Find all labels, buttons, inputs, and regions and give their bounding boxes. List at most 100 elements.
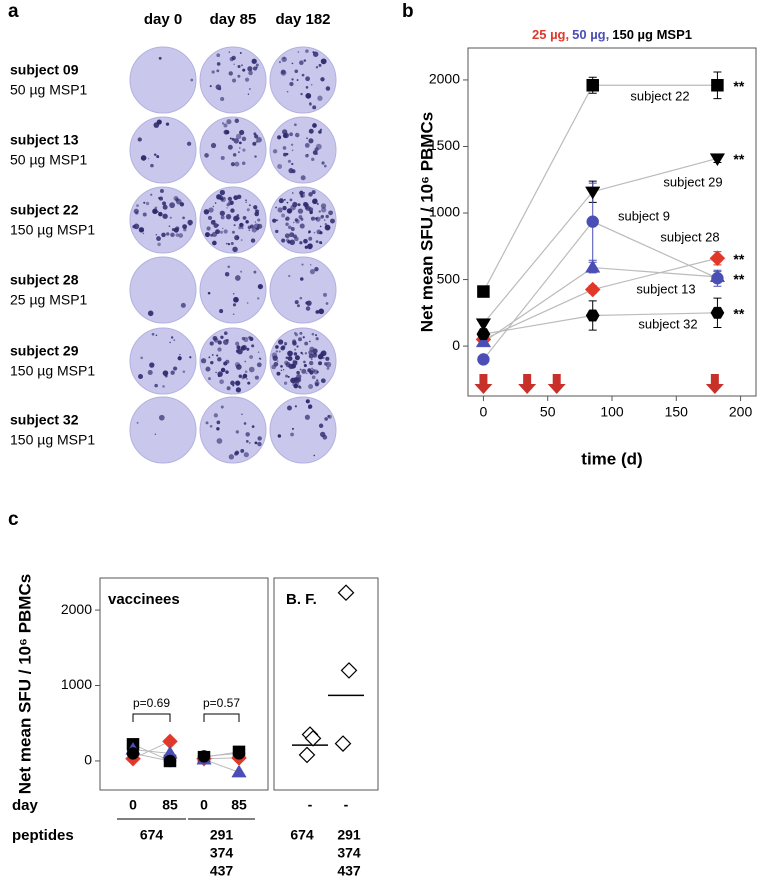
spot	[210, 360, 214, 365]
spot	[294, 132, 300, 138]
spot	[225, 130, 230, 135]
spot	[209, 424, 213, 428]
spot	[226, 119, 232, 125]
spot	[252, 141, 257, 146]
spot	[227, 265, 231, 269]
spot	[306, 137, 308, 140]
spot	[253, 132, 257, 136]
spot	[218, 87, 222, 91]
spot	[254, 441, 258, 445]
spot	[257, 283, 263, 290]
spot	[237, 74, 241, 78]
spot	[299, 296, 303, 300]
spot	[232, 153, 237, 157]
spot	[243, 422, 247, 425]
spot	[203, 209, 210, 215]
spot	[282, 133, 288, 139]
vaccination-arrow	[474, 374, 493, 394]
series-label: subject 29	[663, 174, 722, 189]
spot	[294, 123, 297, 127]
spot	[209, 85, 212, 88]
subject-label: subject 28	[10, 272, 79, 288]
spot	[160, 189, 164, 193]
marker	[586, 215, 599, 228]
marker	[585, 259, 601, 273]
title-part: 25 µg,	[532, 27, 569, 42]
spot	[297, 51, 300, 53]
spot	[229, 200, 234, 206]
spot	[216, 354, 219, 357]
spot	[303, 191, 305, 194]
spot	[234, 118, 240, 124]
spot	[315, 66, 319, 69]
spot	[310, 83, 313, 86]
x-tick-label: 150	[665, 404, 689, 420]
well	[129, 327, 197, 395]
spot	[280, 211, 283, 213]
spot	[166, 232, 170, 236]
spot	[277, 339, 284, 345]
spot	[291, 149, 294, 152]
spot	[161, 201, 167, 206]
spot	[324, 417, 328, 421]
spot	[220, 405, 224, 409]
spot	[247, 93, 250, 95]
spot	[179, 353, 181, 356]
spot	[230, 162, 235, 167]
spot	[226, 386, 231, 391]
marker	[334, 735, 352, 752]
y-tick-label: 1000	[429, 204, 460, 220]
marker	[711, 79, 724, 92]
spot	[323, 164, 327, 168]
spot	[301, 73, 305, 77]
spot	[325, 86, 331, 91]
spot	[162, 213, 168, 219]
y-tick-label: 0	[452, 337, 460, 353]
spot	[308, 243, 313, 249]
y-tick-label: 500	[437, 270, 461, 286]
series-label: subject 9	[618, 208, 670, 223]
spot	[233, 63, 235, 66]
spot	[252, 66, 258, 71]
spot	[308, 350, 313, 355]
spot	[206, 226, 211, 231]
spot	[240, 448, 245, 453]
spot	[150, 163, 154, 168]
spot	[248, 204, 251, 207]
spot	[248, 70, 253, 76]
spot	[304, 245, 308, 249]
spot	[277, 135, 282, 140]
spot	[257, 351, 260, 353]
spot	[291, 363, 296, 369]
spot	[251, 344, 255, 348]
spot	[315, 310, 320, 314]
day-label: -	[344, 797, 349, 813]
spot	[162, 385, 165, 388]
spot	[297, 208, 304, 214]
spot	[309, 264, 312, 266]
vaccination-arrow	[518, 374, 537, 394]
spot	[236, 213, 240, 217]
spot	[254, 221, 257, 223]
series-label: subject 32	[638, 316, 697, 331]
marker	[475, 334, 492, 348]
spot	[239, 52, 242, 54]
spot	[318, 361, 323, 366]
spot	[241, 226, 244, 230]
spot	[214, 202, 217, 204]
spot	[309, 360, 314, 366]
day-label: 85	[231, 797, 247, 813]
spot	[319, 225, 322, 228]
spot	[290, 227, 295, 231]
y-tick-label: 0	[84, 752, 92, 768]
spot	[161, 232, 166, 238]
spot	[315, 198, 317, 201]
spot	[209, 341, 214, 346]
spot	[155, 334, 158, 337]
chart-title: 25 µg, 50 µg, 150 µg MSP1	[532, 27, 692, 42]
spot	[302, 336, 305, 339]
marker	[340, 662, 358, 679]
subject-label: subject 29	[10, 343, 79, 359]
spot	[230, 242, 234, 245]
spot	[152, 208, 158, 215]
